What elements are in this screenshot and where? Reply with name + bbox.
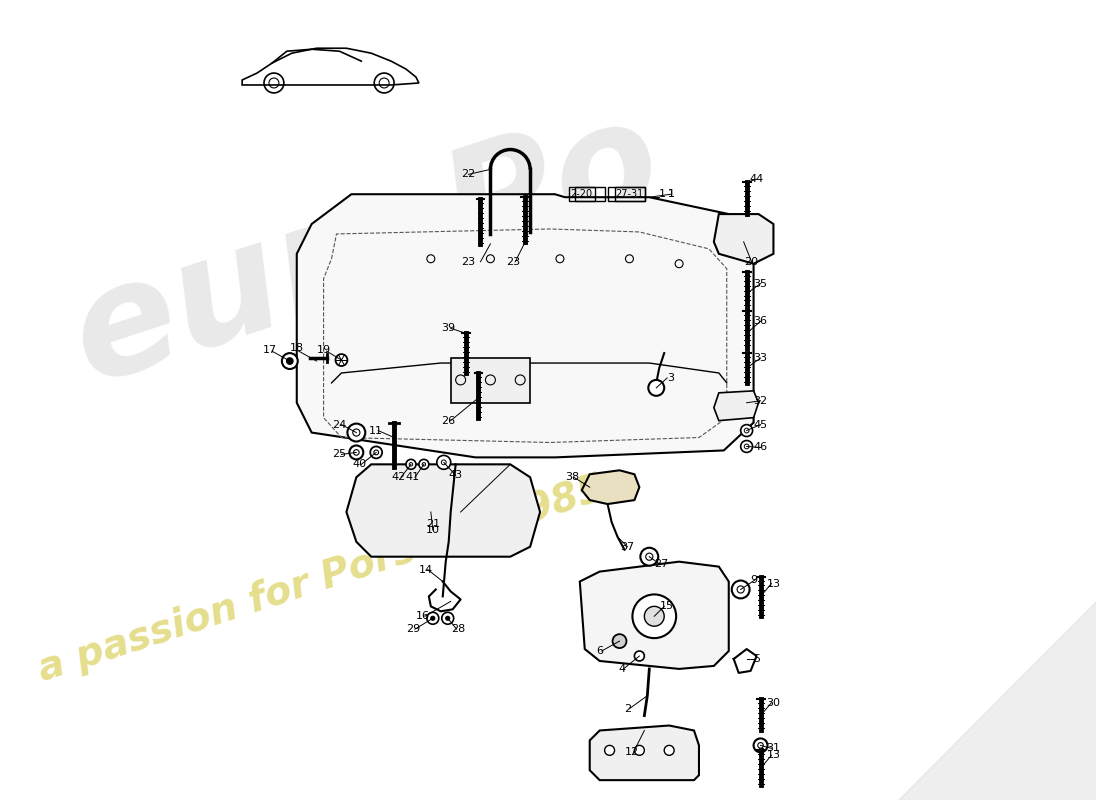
Text: 35: 35 — [754, 278, 768, 289]
Circle shape — [635, 651, 645, 661]
Circle shape — [427, 612, 439, 624]
Text: 44: 44 — [749, 174, 763, 184]
Text: 29: 29 — [406, 624, 420, 634]
Text: 2-20: 2-20 — [571, 190, 593, 199]
Text: 33: 33 — [754, 353, 768, 363]
Polygon shape — [590, 726, 698, 780]
Text: 14: 14 — [419, 565, 433, 574]
Circle shape — [648, 380, 664, 396]
Text: 1: 1 — [668, 190, 674, 199]
Text: 22: 22 — [461, 170, 475, 179]
Polygon shape — [714, 214, 773, 264]
Bar — [569, 187, 595, 201]
Text: 4: 4 — [618, 664, 625, 674]
Text: 11: 11 — [370, 426, 383, 435]
Text: 13: 13 — [767, 578, 780, 589]
Text: 18: 18 — [289, 343, 304, 353]
Circle shape — [635, 746, 645, 755]
Text: 39: 39 — [441, 323, 455, 334]
Text: 28: 28 — [451, 624, 465, 634]
Text: 45: 45 — [754, 420, 768, 430]
Circle shape — [287, 358, 293, 364]
Polygon shape — [580, 562, 729, 669]
Text: 13: 13 — [767, 750, 780, 760]
Polygon shape — [714, 391, 759, 421]
Text: a passion for Porsche 1985: a passion for Porsche 1985 — [34, 470, 609, 689]
Text: 16: 16 — [416, 611, 430, 622]
Circle shape — [754, 738, 768, 752]
Text: 19: 19 — [317, 345, 331, 355]
Text: 9: 9 — [750, 574, 757, 585]
Text: 6: 6 — [596, 646, 603, 656]
Circle shape — [348, 424, 365, 442]
Circle shape — [613, 634, 627, 648]
Text: 23: 23 — [462, 257, 475, 266]
Text: 15: 15 — [660, 602, 674, 611]
Polygon shape — [297, 194, 754, 458]
Polygon shape — [346, 464, 540, 557]
Circle shape — [406, 459, 416, 470]
Polygon shape — [898, 602, 1097, 800]
Circle shape — [740, 441, 752, 453]
Text: 23: 23 — [506, 257, 520, 266]
Text: 20: 20 — [745, 257, 759, 266]
Text: 17: 17 — [263, 345, 277, 355]
Polygon shape — [582, 470, 639, 504]
Circle shape — [437, 455, 451, 470]
Text: 40: 40 — [352, 459, 366, 470]
Bar — [575, 187, 605, 201]
Text: 1: 1 — [668, 190, 674, 199]
Text: 37: 37 — [620, 542, 635, 552]
Bar — [451, 358, 530, 402]
Circle shape — [442, 612, 453, 624]
Text: 43: 43 — [449, 470, 463, 480]
Circle shape — [664, 746, 674, 755]
Circle shape — [419, 459, 429, 470]
Text: 30: 30 — [767, 698, 780, 708]
Bar — [607, 187, 646, 201]
Text: 32: 32 — [754, 396, 768, 406]
Text: 46: 46 — [754, 442, 768, 453]
Text: 41: 41 — [406, 472, 420, 482]
Text: 25: 25 — [332, 450, 346, 459]
Bar — [615, 187, 646, 201]
Text: 26: 26 — [441, 416, 454, 426]
Text: euroPo: euroPo — [54, 85, 680, 415]
Circle shape — [431, 616, 434, 620]
Circle shape — [732, 581, 749, 598]
Text: 27-31: 27-31 — [615, 190, 644, 199]
Text: 24: 24 — [332, 420, 346, 430]
Text: 21: 21 — [426, 519, 440, 529]
Text: 1: 1 — [659, 190, 667, 199]
Circle shape — [282, 353, 298, 369]
Circle shape — [740, 425, 752, 437]
Text: 12: 12 — [625, 747, 638, 758]
Text: 2: 2 — [624, 704, 631, 714]
Text: 5: 5 — [754, 654, 760, 664]
Circle shape — [640, 548, 658, 566]
Circle shape — [446, 616, 450, 620]
Text: 36: 36 — [754, 316, 768, 326]
Circle shape — [645, 606, 664, 626]
Text: 42: 42 — [392, 472, 406, 482]
Text: 10: 10 — [426, 525, 440, 535]
Circle shape — [371, 446, 382, 458]
Circle shape — [605, 746, 615, 755]
Text: 27: 27 — [654, 558, 669, 569]
Circle shape — [350, 446, 363, 459]
Circle shape — [632, 594, 676, 638]
Text: 38: 38 — [564, 472, 579, 482]
Text: 31: 31 — [767, 743, 780, 754]
Text: 3: 3 — [668, 373, 674, 383]
Circle shape — [336, 354, 348, 366]
